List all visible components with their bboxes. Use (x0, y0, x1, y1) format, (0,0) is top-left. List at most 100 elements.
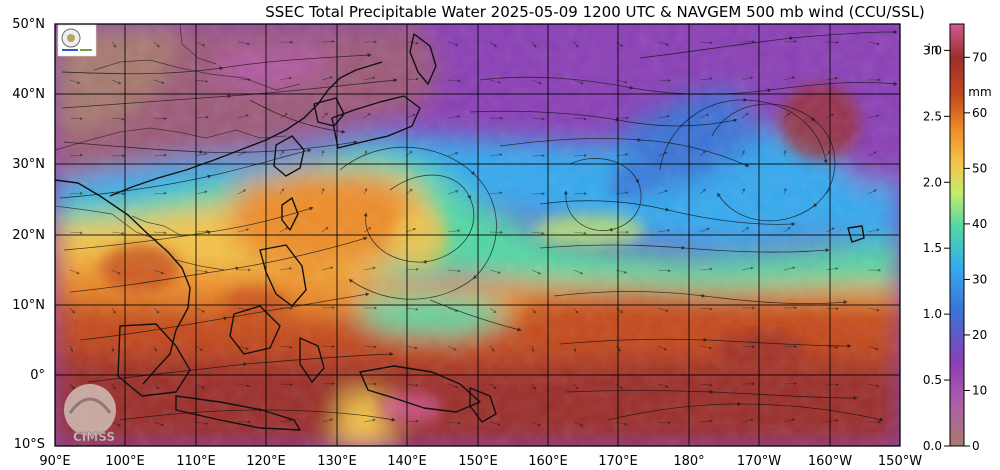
wind-arrow (825, 307, 840, 311)
lon-label-160e: 160°E (528, 454, 568, 469)
wind-arrow (447, 190, 459, 195)
wind-arrow (363, 227, 372, 233)
wind-arrow (531, 79, 542, 85)
wind-arrow (447, 307, 459, 313)
colorbar-mm-tick-label: 30 (972, 272, 987, 286)
wind-arrow (783, 149, 787, 157)
wind-arrow (195, 269, 209, 274)
wind-arrow (363, 418, 376, 423)
wind-arrow (279, 150, 284, 157)
wind-arrow (783, 187, 787, 195)
wind-arrow (741, 266, 754, 271)
wind-streamline (61, 53, 372, 75)
wind-arrow (825, 419, 839, 423)
wind-arrow (489, 345, 495, 352)
wind-arrow (447, 79, 462, 83)
wind-arrow (615, 41, 624, 47)
wind-arrow (825, 150, 831, 157)
wind-arrow (153, 79, 165, 84)
wind-arrow (447, 152, 459, 157)
wind-arrow (783, 40, 798, 44)
colorbar-mm-tick-label: 60 (972, 106, 987, 120)
wind-arrow (195, 307, 205, 313)
colorbar-inches-unit: in (928, 42, 939, 56)
wind-streamline (249, 99, 346, 134)
lon-label-150w: 150°W (878, 454, 922, 469)
wind-arrow (573, 421, 584, 427)
wind-arrow (573, 79, 584, 85)
wind-streamline (539, 244, 830, 253)
wind-arrow (447, 229, 461, 233)
wind-arrow (363, 266, 376, 271)
latitude-labels: 50°N 40°N 30°N 20°N 10°N 0° 10°S (12, 17, 45, 452)
wind-arrow (699, 41, 713, 45)
wind-arrow (531, 307, 536, 314)
colorbar-inch-tick-label: 1.0 (923, 307, 942, 321)
lon-label-90e: 90°E (39, 454, 70, 469)
wind-arrow (867, 189, 877, 195)
wind-arrow (531, 41, 537, 48)
wind-arrow (825, 267, 839, 271)
wind-arrow (447, 421, 461, 425)
wind-arrow (489, 41, 498, 47)
lon-label-120e: 120°E (246, 454, 286, 469)
colorbar-inch-tick-label: 2.0 (923, 175, 942, 189)
wind-arrow (153, 191, 168, 195)
wind-arrow (867, 345, 879, 351)
wind-arrow (195, 115, 209, 119)
wind-streamline (553, 291, 848, 305)
lon-label-150e: 150°E (458, 454, 498, 469)
wind-streamline (659, 97, 828, 171)
wind-arrow (405, 41, 419, 45)
wind-arrow (657, 421, 672, 425)
wind-arrow (447, 41, 459, 46)
wind-streamline (559, 337, 852, 348)
lat-label-40n: 40°N (12, 87, 45, 102)
wind-arrow (741, 227, 750, 233)
wind-arrow (741, 76, 754, 81)
wind-arrow (69, 231, 83, 235)
wind-arrow (363, 76, 376, 81)
wind-arrow (489, 153, 503, 157)
wind-arrow (321, 187, 325, 195)
wind-arrow (363, 112, 371, 119)
wind-arrow (111, 231, 125, 235)
wind-arrow (573, 383, 579, 390)
wind-arrow (447, 269, 461, 273)
wind-arrow (111, 269, 121, 275)
wind-arrow (699, 150, 706, 157)
wind-arrow (69, 153, 84, 157)
wind-arrow (657, 189, 669, 195)
wind-arrow (573, 345, 577, 353)
wind-arrow (69, 345, 73, 353)
lat-label-10s: 10°S (14, 437, 45, 452)
wind-arrow (699, 307, 713, 311)
wind-arrow (153, 153, 167, 157)
wind-arrow (825, 76, 839, 81)
wind-arrow (867, 383, 880, 388)
wind-streamline (87, 352, 394, 383)
cimss-watermark: CIMSS (64, 384, 116, 444)
wind-arrow (573, 269, 584, 275)
wind-arrow (279, 227, 289, 233)
wind-arrow (195, 190, 208, 195)
wind-arrow (741, 112, 749, 119)
lat-label-50n: 50°N (12, 17, 45, 32)
wind-arrow (867, 228, 880, 233)
wind-streamline (429, 299, 522, 332)
wind-arrow (699, 267, 713, 271)
colorbar: in mm 3.0 2.5 2.0 1.5 1.0 0.5 0.0 70 60 50 40 30 20… (923, 23, 992, 453)
wind-arrow (111, 307, 116, 314)
wind-arrow (531, 231, 545, 235)
wind-arrow (153, 269, 165, 275)
lat-label-30n: 30°N (12, 157, 45, 172)
colorbar-mm-unit: mm (968, 85, 991, 99)
cimss-watermark-text: CIMSS (73, 430, 115, 444)
wind-arrow (657, 229, 671, 233)
wind-arrow (405, 345, 418, 350)
wind-arrow (573, 41, 579, 48)
colorbar-mm-tick-label: 0 (972, 439, 980, 453)
colorbar-inch-tick-label: 0.0 (923, 439, 942, 453)
wind-arrow (153, 383, 160, 390)
wind-arrow (195, 421, 209, 426)
